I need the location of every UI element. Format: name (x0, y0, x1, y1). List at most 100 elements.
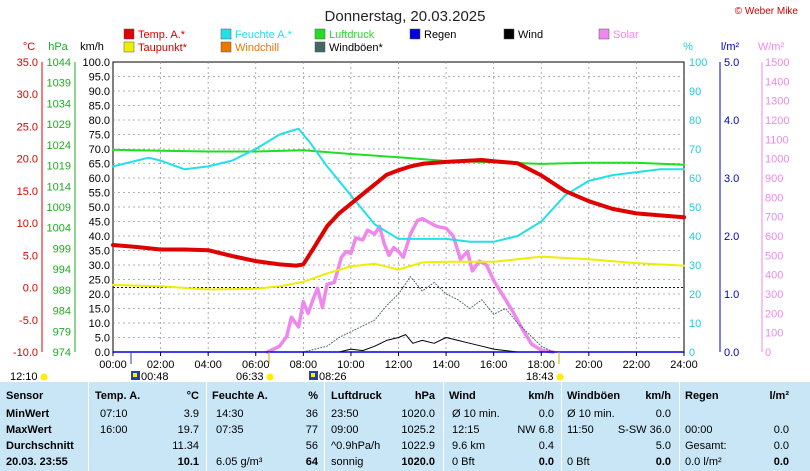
stats-hum-time: 6.05 g/m³ (216, 456, 263, 468)
axis-tick-hpa: 1004 (47, 223, 71, 235)
sunset-icon (556, 373, 564, 381)
axis-tick-temp: 15.0 (17, 186, 38, 198)
stats-press-time: 09:00 (331, 424, 359, 436)
stats-hum-value: 77 (305, 424, 318, 436)
axis-tick-kmh: 50.0 (89, 202, 110, 214)
axis-tick-wm2: 700 (765, 212, 783, 224)
stats-hum-time: 07:35 (216, 424, 244, 436)
legend-label: Windchill (235, 42, 279, 54)
axis-tick-kmh: 0.0 (95, 347, 110, 359)
axis-tick-hpa: 1029 (47, 119, 71, 131)
x-tick-label: 18:00 (527, 359, 555, 371)
stats-row: Durchschnitt 11.34 56 ^0.9hPa/h 1022.9 9.6 km… (0, 438, 810, 454)
axis-tick-wm2: 100 (765, 328, 783, 340)
axis-tick-wm2: 200 (765, 308, 783, 320)
stats-rain-time: 0.0 l/m² (685, 456, 722, 468)
stats-press-time: sonnig (331, 456, 364, 468)
x-tick-label: 02:00 (147, 359, 175, 371)
moon-glyph (311, 373, 315, 377)
stats-header-rain: Regen (685, 390, 719, 402)
axis-unit-hpa: hPa (48, 41, 68, 53)
stats-rain-value: 0.0 (773, 456, 789, 468)
axis-unit-pct: % (683, 41, 693, 53)
axis-tick-pct: 10 (689, 318, 701, 330)
stats-gust-time: 0 Bft (567, 456, 590, 468)
axis-unit-temp: °C (23, 41, 35, 53)
axis-tick-wm2: 0 (765, 347, 771, 359)
stats-press-value: 1025.2 (401, 424, 435, 436)
x-tick-label: 12:00 (385, 359, 413, 371)
x-tick-label: 14:00 (432, 359, 460, 371)
stats-gust-value: S-SW 36.0 (617, 424, 671, 436)
stats-temp-time: 16:00 (100, 424, 128, 436)
axis-tick-kmh: 30.0 (89, 260, 110, 272)
axis-tick-kmh: 40.0 (89, 231, 110, 243)
axis-tick-hpa: 1044 (47, 57, 71, 69)
axis-tick-lm2: 2.0 (724, 231, 739, 243)
column-separator (324, 382, 325, 471)
x-tick-label: 00:00 (99, 359, 127, 371)
series-line-wind (338, 334, 518, 353)
x-tick-label: 24:00 (670, 359, 698, 371)
stats-header-rain-unit: l/m² (769, 390, 789, 402)
sunset-label: 18:43 (526, 371, 554, 382)
x-tick-label: 04:00 (194, 359, 222, 371)
left-axes: °C hPa km/h 35.0 30.0 25.0 20.0 15.0 10.0 5.0 0.0 -… (13, 41, 110, 359)
axis-tick-wm2: 500 (765, 250, 783, 262)
stats-wind-time: 12:15 (452, 424, 480, 436)
stats-header-gust: Windböen (567, 390, 621, 402)
axis-tick-temp: -10.0 (13, 347, 38, 359)
series-line-solar (265, 216, 555, 354)
axis-tick-pct: 60 (689, 173, 701, 185)
axis-tick-pct: 100 (689, 57, 707, 69)
moon-time-label: 08:26 (319, 371, 347, 382)
axis-tick-pct: 40 (689, 231, 701, 243)
series-line-windben (302, 276, 554, 353)
stats-gust-value: 0.0 (655, 456, 671, 468)
axis-tick-hpa: 994 (53, 264, 71, 276)
axis-tick-lm2: 4.0 (724, 115, 739, 127)
axis-tick-temp: 30.0 (17, 89, 38, 101)
legend-swatch (409, 28, 421, 40)
axis-tick-hpa: 979 (53, 326, 71, 338)
stats-gust-value: 0.0 (655, 408, 671, 420)
stats-rain-value: 0.0 (773, 424, 789, 436)
x-tick-label: 08:00 (290, 359, 318, 371)
axis-tick-lm2: 5.0 (724, 57, 739, 69)
axis-unit-lm2: l/m² (721, 41, 740, 53)
stats-temp-time: 07:10 (100, 408, 128, 420)
stats-temp-value: 19.7 (177, 424, 199, 436)
stats-header-hum: Feuchte A. (212, 390, 268, 402)
legend-label: Temp. A.* (138, 29, 186, 41)
series-line-taupunkt (112, 255, 685, 291)
stats-row-label: Durchschnitt (6, 440, 74, 452)
stats-row-label: MinWert (6, 408, 50, 420)
stats-wind-time: 9.6 km (452, 440, 486, 452)
legend-swatch (123, 28, 135, 40)
axis-tick-temp: 25.0 (17, 121, 38, 133)
stats-header-press: Luftdruck (331, 390, 382, 402)
stats-press-time: 23:50 (331, 408, 359, 420)
stats-hum-value: 36 (305, 408, 318, 420)
stats-wind-value: 0.4 (538, 440, 554, 452)
axis-tick-wm2: 300 (765, 289, 783, 301)
axis-tick-temp: 5.0 (23, 250, 38, 262)
axis-tick-temp: 0.0 (23, 283, 38, 295)
axis-tick-temp: 35.0 (17, 57, 38, 69)
axis-tick-wm2: 1200 (765, 115, 789, 127)
legend-swatch (314, 41, 326, 53)
series-line-luftdruck (112, 148, 685, 166)
axis-tick-wm2: 1100 (765, 134, 789, 146)
axis-tick-wm2: 1400 (765, 76, 789, 88)
stats-wind-time: 0 Bft (452, 456, 475, 468)
stats-rain-value: 0.0 (773, 440, 789, 452)
stats-temp-value: 11.34 (172, 440, 199, 452)
stats-rain-time: Gesamt: (685, 440, 727, 452)
copyright-label: © Weber Mike (735, 6, 799, 17)
axis-tick-wm2: 600 (765, 231, 783, 243)
axis-tick-kmh: 65.0 (89, 159, 110, 171)
sun-icon (40, 373, 48, 381)
stats-press-value: 1020.0 (401, 456, 435, 468)
series-line-tempa (111, 158, 686, 268)
axis-tick-wm2: 900 (765, 173, 783, 185)
